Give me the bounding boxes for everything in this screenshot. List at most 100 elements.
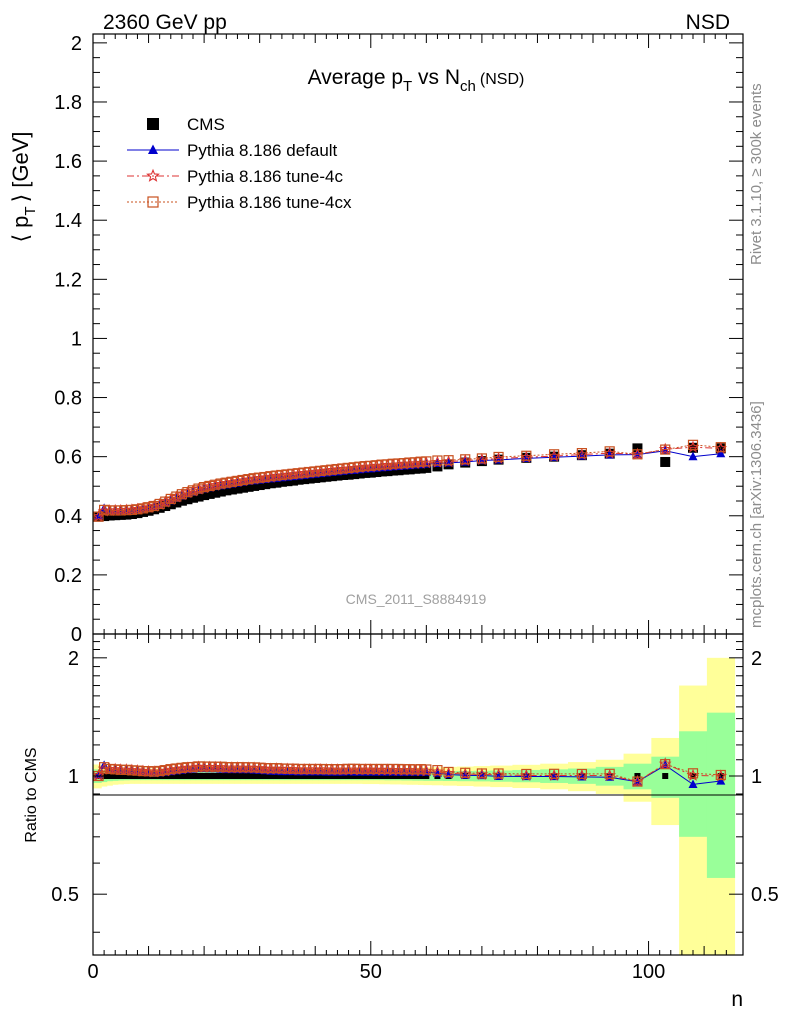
ratio-point <box>201 773 208 780</box>
ratio-point <box>304 763 315 775</box>
data-point <box>188 492 198 503</box>
ratio-point <box>390 773 396 780</box>
data-point <box>219 476 233 489</box>
legend: CMS Pythia 8.186 default Pythia 8.186 tune… <box>127 115 352 212</box>
ratio-point <box>356 773 363 780</box>
data-point <box>265 478 276 489</box>
data-point <box>210 479 221 490</box>
data-point <box>165 493 176 505</box>
data-point <box>393 465 404 476</box>
ratio-point <box>631 774 644 787</box>
data-point <box>110 505 121 516</box>
ratio-point <box>254 762 265 773</box>
ratio-point <box>475 767 489 780</box>
data-point <box>549 449 560 460</box>
data-point <box>199 482 210 493</box>
ratio-point <box>210 761 221 772</box>
ratio-point <box>251 773 258 780</box>
main-y-tick-labels: 0 0.2 0.4 0.6 0.8 1 1.2 1.4 1.6 1.8 2 <box>54 33 82 646</box>
data-point <box>421 462 432 473</box>
data-point <box>260 471 271 483</box>
ratio-point <box>128 773 135 780</box>
ratio-point <box>317 773 324 780</box>
data-point <box>410 463 421 474</box>
y-tick-label: 1.8 <box>54 92 82 114</box>
data-point <box>293 468 304 479</box>
ratio-point <box>658 757 672 770</box>
ratio-point <box>326 764 337 775</box>
data-point <box>125 503 139 516</box>
ratio-point <box>243 762 254 773</box>
ratio-point <box>167 773 174 780</box>
ratio-point <box>112 773 119 780</box>
data-point <box>337 463 349 474</box>
data-point <box>275 468 289 481</box>
series-3 <box>93 439 726 522</box>
data-point <box>203 479 217 492</box>
legend-marker <box>148 144 158 154</box>
ratio-point <box>204 761 215 772</box>
data-point <box>387 458 399 469</box>
ratio-point <box>340 773 346 780</box>
legend-label: Pythia 8.186 tune-4cx <box>187 193 352 212</box>
ratio-y-tick-label-right: 2 <box>751 648 762 670</box>
data-point <box>243 474 254 485</box>
ratio-point <box>153 764 167 778</box>
data-point <box>93 511 104 522</box>
data-point <box>226 484 237 495</box>
data-point <box>315 465 326 476</box>
ratio-point <box>240 773 246 780</box>
ratio-point <box>234 773 241 780</box>
ratio-series-2 <box>92 757 728 787</box>
data-point <box>208 478 222 491</box>
data-point <box>376 459 387 470</box>
data-point <box>221 485 232 496</box>
ratio-y-tick-label: 2 <box>68 648 79 670</box>
ratio-point <box>117 773 124 780</box>
data-point <box>282 476 293 487</box>
ratio-point <box>328 773 335 780</box>
data-point <box>142 500 155 513</box>
ratio-point <box>190 773 196 780</box>
ratio-point <box>604 768 615 779</box>
data-point <box>304 466 315 478</box>
ratio-point <box>260 763 271 774</box>
data-point <box>276 476 287 487</box>
data-point <box>376 466 387 477</box>
data-point <box>310 472 321 483</box>
data-point <box>365 467 376 478</box>
ratio-point <box>690 773 696 780</box>
ratio-point <box>312 773 319 780</box>
data-point <box>371 467 382 478</box>
ratio-point <box>149 766 160 777</box>
data-point <box>176 495 187 506</box>
main-chart-title: Average pT vs Nch (NSD) <box>308 66 525 95</box>
data-point <box>254 472 265 483</box>
ratio-point <box>345 773 352 780</box>
ratio-point <box>206 773 213 780</box>
ratio-point <box>143 766 154 777</box>
data-point <box>521 450 532 461</box>
data-point <box>349 469 360 480</box>
data-point <box>269 469 283 482</box>
series-line <box>98 446 721 517</box>
data-point <box>404 464 415 475</box>
rivet-label: Rivet 3.1.10, ≥ 300k events <box>748 83 765 265</box>
ratio-point <box>493 768 504 779</box>
y-tick-label: 1.4 <box>54 210 82 232</box>
data-point <box>576 448 587 459</box>
ratio-point <box>415 764 426 775</box>
ratio-point <box>365 763 376 775</box>
data-point <box>287 468 299 479</box>
data-point <box>99 504 110 515</box>
data-point <box>143 502 154 513</box>
ratio-point <box>354 763 365 775</box>
data-point <box>171 497 182 508</box>
ratio-point <box>395 773 402 780</box>
data-point <box>432 455 443 466</box>
ratio-point <box>199 761 210 772</box>
ratio-point <box>387 763 399 775</box>
ratio-point <box>184 773 191 780</box>
ratio-point <box>162 773 169 780</box>
